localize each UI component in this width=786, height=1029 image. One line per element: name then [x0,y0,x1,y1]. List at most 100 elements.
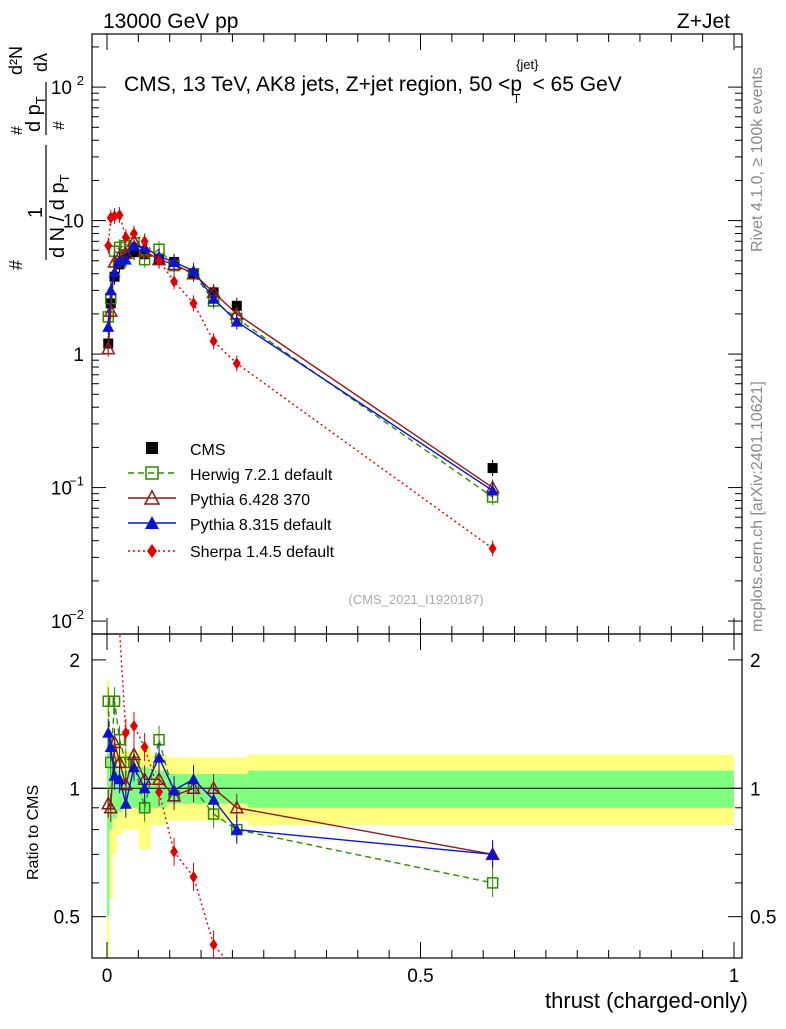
ratio-point-pythia-6-428-370 [103,800,119,814]
mcplots-label: mcplots.cern.ch [arXiv:2401.10621] [749,381,766,632]
ratio-point-sherpa-1-4-5-default [129,719,138,732]
main-point-sherpa-1-4-5-default [121,231,130,244]
ratio-y-tick-label: 1 [69,779,80,800]
ratio-point-pythia-8-315-default [187,773,200,785]
ylabel-den: # [51,121,68,130]
legend-marker-pythia-8-315-default [145,516,159,529]
main-point-pythia-8-315-default [168,255,181,267]
ylabel-numT: T [33,96,48,104]
title-sub: T [513,91,521,106]
ratio-point-sherpa-1-4-5-default [189,870,198,883]
inner-uncertainty-band [129,770,139,808]
ratio-point-pythia-8-315-default [113,773,126,785]
main-point-pythia-8-315-default [104,284,117,296]
ratio-point-pythia-8-315-default [138,782,151,794]
main-point-sherpa-1-4-5-default [209,335,218,348]
title-part-a: CMS, 13 TeV, AK8 jets, Z+jet region, 50 … [124,73,522,96]
main-ylabel: # 1 d N / d p d N / d pT # d pT # d²N dλ [6,46,72,270]
ratio-point-pythia-8-315-default [119,797,132,809]
legend-marker-pythia-6-428-370 [143,489,161,505]
main-y-tick-label: 10 [63,212,84,233]
main-y-tick-exponent: −2 [69,607,84,622]
ylabel-num: d pT [23,96,48,132]
ratio-y-tick-label-right: 1 [750,779,761,800]
ylabel-d2N: d²N [6,46,26,75]
rivet-version-label: Rivet 4.1.0, ≥ 100k events [749,67,766,252]
legend-marker-cms [146,442,158,454]
inner-uncertainty-band [248,770,734,808]
main-point-pythia-8-315-default [119,253,132,265]
main-point-sherpa-1-4-5-default [104,239,113,252]
main-point-sherpa-1-4-5-default [140,235,149,248]
header-left-label: 13000 GeV pp [103,10,238,33]
inner-uncertainty-band [112,767,118,819]
main-point-sherpa-1-4-5-default [232,357,241,370]
ylabel-dlambda: dλ [31,53,51,72]
x-tick-label: 1 [729,966,740,987]
ratio-y-tick-label: 0.5 [54,908,80,929]
x-tick-label: 0.5 [407,966,433,987]
ratio-y-tick-label-right: 2 [750,651,761,672]
ratio-point-pythia-6-428-370 [107,734,122,749]
main-point-sherpa-1-4-5-default [155,254,164,267]
legend-label-pythia8: Pythia 8.315 default [190,517,332,534]
main-point-pythia-8-315-default [108,266,121,278]
main-point-cms [487,463,498,474]
ratio-point-sherpa-1-4-5-default [155,786,164,799]
main-point-pythia-6-428-370 [103,303,119,317]
ylabel-T: T [57,174,72,182]
legend: CMS Herwig 7.2.1 default Pythia 6.428 37… [190,442,335,561]
header-right-label: Z+Jet [677,10,730,33]
ratio-y-tick-label-right: 0.5 [750,908,776,929]
main-line-pythia-8-315-default [107,244,493,492]
main-point-sherpa-1-4-5-default [129,227,138,240]
ylabel-denom: d N / d pT [47,174,72,258]
title-part-b: < 65 GeV [532,73,621,96]
legend-marker-sherpa-1-4-5-default [147,544,157,558]
x-axis-label: thrust (charged-only) [545,988,748,1013]
ratio-point-herwig-7-2-1-default [108,695,121,707]
main-y-tick-label: 10 [51,612,72,633]
analysis-watermark: (CMS_2021_I1920187) [348,592,483,607]
ratio-plot-frame [91,633,743,959]
main-y-tick-label: 10 [51,78,72,99]
ratio-point-sherpa-1-4-5-default [170,845,179,858]
main-line-herwig-7-2-1-default [107,242,494,498]
main-point-pythia-6-428-370 [100,341,116,355]
main-y-tick-exponent: −1 [69,474,84,489]
legend-label-pythia6: Pythia 6.428 370 [190,492,310,509]
main-point-pythia-8-315-default [127,239,140,251]
ratio-point-sherpa-1-4-5-default [209,938,218,951]
ylabel-one: 1 [25,207,47,218]
ratio-point-pythia-8-315-default [168,784,181,796]
main-y-tick-label: 10 [51,479,72,500]
main-point-pythia-8-315-default [207,292,220,304]
x-tick-label: 0 [102,966,113,987]
main-point-pythia-8-315-default [102,320,115,332]
ratio-point-herwig-7-2-1-default [486,877,499,889]
main-point-cms [231,300,242,311]
main-point-sherpa-1-4-5-default [110,210,119,223]
ratio-point-pythia-8-315-default [486,848,499,860]
ratio-point-sherpa-1-4-5-default [121,726,130,739]
legend-label-herwig: Herwig 7.2.1 default [190,467,333,484]
main-point-sherpa-1-4-5-default [189,297,198,310]
ratio-point-sherpa-1-4-5-default [140,740,149,753]
legend-label-sherpa: Sherpa 1.4.5 default [190,544,335,561]
main-y-tick-label: 1 [73,345,84,366]
ratio-point-pythia-8-315-default [104,740,117,752]
main-point-pythia-8-315-default [486,484,499,496]
main-y-tick-exponent: 2 [77,73,84,88]
main-point-sherpa-1-4-5-default [488,542,497,555]
ratio-point-herwig-7-2-1-default [102,695,115,707]
ratio-y-tick-label: 2 [69,651,80,672]
ratio-ylabel: Ratio to CMS [25,785,42,880]
inner-uncertainty-band [226,774,249,804]
ratio-point-pythia-6-428-370 [186,780,201,795]
main-point-pythia-8-315-default [230,315,243,327]
main-point-sherpa-1-4-5-default [170,275,179,288]
legend-label-cms: CMS [190,442,226,459]
